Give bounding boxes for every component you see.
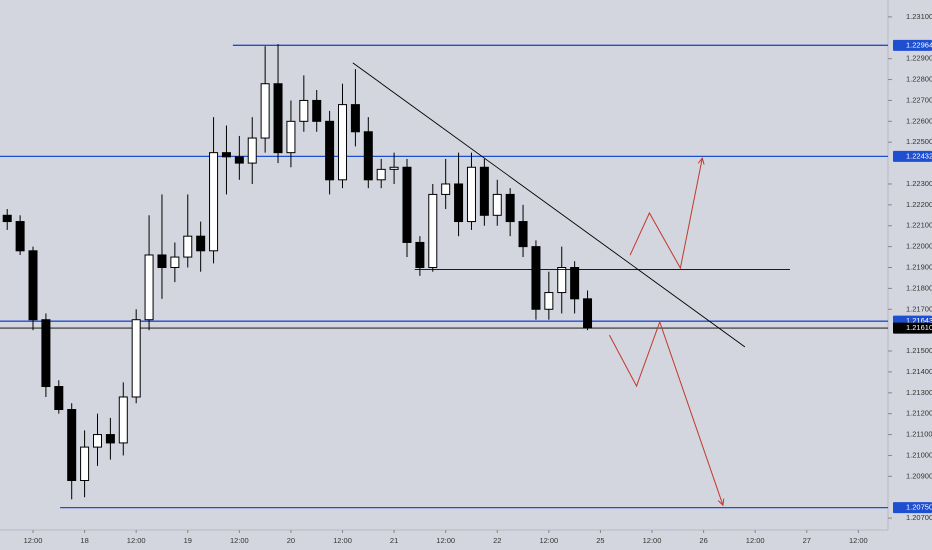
candle-body [505, 193, 515, 223]
y-tick-label: 1.22600 [906, 116, 932, 125]
candle-body [41, 319, 51, 388]
y-tick-label: 1.20700 [906, 513, 932, 522]
candle-body [2, 214, 12, 223]
candle-body [105, 434, 115, 444]
candle-body [466, 166, 476, 223]
y-tick-label: 1.22800 [906, 75, 932, 84]
y-tick-label: 1.20900 [906, 471, 932, 480]
candle-body [479, 166, 489, 216]
candle-body [54, 386, 64, 411]
candle-body [183, 235, 193, 258]
candle-body [428, 193, 438, 269]
x-tick-label: 12:00 [539, 536, 558, 545]
level-label-box [893, 322, 932, 334]
y-tick-label: 1.21900 [906, 262, 932, 271]
candle-body [325, 120, 335, 181]
candle-body [80, 446, 90, 482]
candle-body [247, 137, 257, 164]
candle-body [273, 83, 283, 154]
level-label: 1.21610 [906, 323, 932, 332]
candle-body [518, 221, 528, 248]
candle-body [583, 298, 593, 329]
x-tick-label: 12:00 [643, 536, 662, 545]
level-label-box [893, 502, 932, 514]
level-label: 1.22432 [906, 151, 932, 160]
candle-body [221, 152, 231, 158]
candle-body [544, 292, 554, 310]
y-tick-label: 1.23100 [906, 12, 932, 21]
candle-body [15, 221, 25, 252]
y-tick-label: 1.21400 [906, 367, 932, 376]
candle-body [196, 235, 206, 252]
y-tick-label: 1.21300 [906, 388, 932, 397]
candle-body [28, 250, 38, 321]
x-tick-label: 12:00 [333, 536, 352, 545]
x-tick-label: 18 [80, 536, 88, 545]
y-tick-label: 1.21000 [906, 450, 932, 459]
candle-body [67, 409, 77, 482]
level-label-box [893, 150, 932, 162]
candle-body [363, 131, 373, 181]
x-tick-label: 21 [390, 536, 398, 545]
candle-body [415, 241, 425, 269]
y-tick-label: 1.22500 [906, 137, 932, 146]
candle-body [209, 152, 219, 252]
y-tick-label: 1.22300 [906, 179, 932, 188]
y-tick-label: 1.21500 [906, 346, 932, 355]
x-tick-label: 12:00 [849, 536, 868, 545]
candle-body [234, 156, 244, 164]
candle-body [144, 254, 154, 321]
level-label-box [893, 39, 932, 51]
candle-body [157, 254, 167, 269]
y-tick-label: 1.21700 [906, 304, 932, 313]
candle-body [389, 166, 399, 170]
candle-body [441, 183, 451, 195]
x-tick-label: 27 [803, 536, 811, 545]
x-tick-label: 12:00 [127, 536, 146, 545]
y-tick-label: 1.21200 [906, 409, 932, 418]
candle-body [402, 166, 412, 243]
y-tick-label: 1.22700 [906, 95, 932, 104]
candle-body [454, 183, 464, 223]
candle-body [118, 396, 128, 444]
x-tick-label: 12:00 [230, 536, 249, 545]
candle-body [338, 104, 348, 181]
candle-body [170, 256, 180, 269]
candle-body [531, 246, 541, 310]
candle-body [92, 434, 102, 448]
x-tick-label: 20 [287, 536, 295, 545]
level-label: 1.20750 [906, 503, 932, 512]
candle-body [492, 193, 502, 216]
candle-body [312, 99, 322, 122]
candle-body [557, 267, 567, 294]
candle-body [376, 168, 386, 181]
y-tick-label: 1.21100 [906, 430, 932, 439]
candle-body [131, 319, 141, 398]
y-tick-label: 1.22200 [906, 200, 932, 209]
x-tick-label: 12:00 [24, 536, 43, 545]
x-tick-label: 22 [493, 536, 501, 545]
x-tick-label: 19 [184, 536, 192, 545]
y-tick-label: 1.22000 [906, 242, 932, 251]
trend-line [352, 62, 746, 348]
y-tick-label: 1.22900 [906, 54, 932, 63]
x-tick-label: 25 [596, 536, 604, 545]
level-label: 1.22964 [906, 40, 932, 49]
candle-body [350, 104, 360, 133]
candle-body [299, 99, 309, 122]
projection-arrow [609, 320, 722, 505]
level-label: 1.21643 [906, 316, 932, 325]
x-tick-label: 26 [699, 536, 707, 545]
y-tick-label: 1.22100 [906, 221, 932, 230]
y-tick-label: 1.21800 [906, 283, 932, 292]
candle-body [260, 83, 270, 139]
projection-arrow [629, 158, 702, 270]
candle-body [286, 120, 296, 154]
x-tick-label: 12:00 [746, 536, 765, 545]
candle-body [570, 267, 580, 300]
x-tick-label: 12:00 [436, 536, 455, 545]
